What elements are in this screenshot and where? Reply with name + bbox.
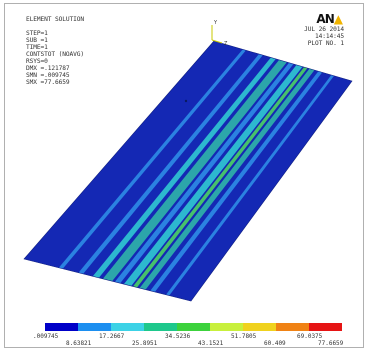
legend-swatch xyxy=(144,323,177,331)
y-axis-label: Y xyxy=(213,20,218,26)
legend-tick-label: 34.5236 xyxy=(165,333,191,340)
plot-date: JUL 26 2014 xyxy=(304,26,344,33)
legend-tick-label: 60.409 xyxy=(264,340,286,347)
info-line: SMN =.009745 xyxy=(26,72,70,79)
contour-band xyxy=(150,71,323,292)
legend-swatch xyxy=(276,323,309,331)
contour-band xyxy=(165,75,335,296)
contour-band xyxy=(114,62,294,284)
solution-info: ELEMENT SOLUTION STEP=1 SUB =1 TIME=1 CO… xyxy=(26,16,84,86)
z-axis-label: Z xyxy=(224,41,228,47)
contour-band xyxy=(58,49,247,269)
legend-tick-label: 77.6659 xyxy=(318,340,344,347)
info-line: TIME=1 xyxy=(26,44,48,51)
legend-swatch xyxy=(309,323,342,331)
info-line: RSYS=0 xyxy=(26,58,48,65)
info-line: SUB =1 xyxy=(26,37,48,44)
legend-tick-label: 17.2667 xyxy=(99,333,125,340)
plate-outline xyxy=(23,40,353,302)
legend-swatch xyxy=(177,323,210,331)
legend-tick-label: 25.8951 xyxy=(132,340,158,347)
node-marker xyxy=(184,99,188,103)
legend-tick-label: 43.1521 xyxy=(198,340,224,347)
legend-tick-label: 8.63821 xyxy=(66,340,92,347)
info-line: STEP=1 xyxy=(26,30,48,37)
legend-tick-label: 69.0375 xyxy=(297,333,323,340)
plot-number: PLOT NO. 1 xyxy=(307,40,344,47)
legend-tick-label: 51.7805 xyxy=(231,333,257,340)
z-axis-line xyxy=(211,39,223,44)
contour-band xyxy=(123,64,303,286)
legend-swatch xyxy=(243,323,276,331)
info-line: CONTSTOT (NOAVG) xyxy=(26,51,85,58)
legend-colorbar xyxy=(45,323,342,331)
contour-band xyxy=(139,68,315,290)
info-line: SMX =77.6659 xyxy=(26,79,70,86)
info-line: DMX =.121787 xyxy=(26,65,70,72)
legend-tick-label: .009745 xyxy=(33,333,59,340)
legend-swatch xyxy=(210,323,243,331)
contour-band xyxy=(78,54,263,274)
axis-triad: Z Y xyxy=(211,20,228,47)
contour-band xyxy=(133,67,308,288)
plot-time: 14:14:45 xyxy=(314,33,344,40)
plot-stamp: JUL 26 2014 14:14:45 PLOT NO. 1 xyxy=(304,26,344,47)
contour-band xyxy=(92,57,276,278)
ansys-logo: AN▲ xyxy=(316,12,343,26)
legend-swatch xyxy=(78,323,111,331)
legend-swatch xyxy=(45,323,78,331)
info-line: ELEMENT SOLUTION xyxy=(26,16,85,23)
contour-band xyxy=(102,59,287,282)
legend-swatch xyxy=(111,323,144,331)
